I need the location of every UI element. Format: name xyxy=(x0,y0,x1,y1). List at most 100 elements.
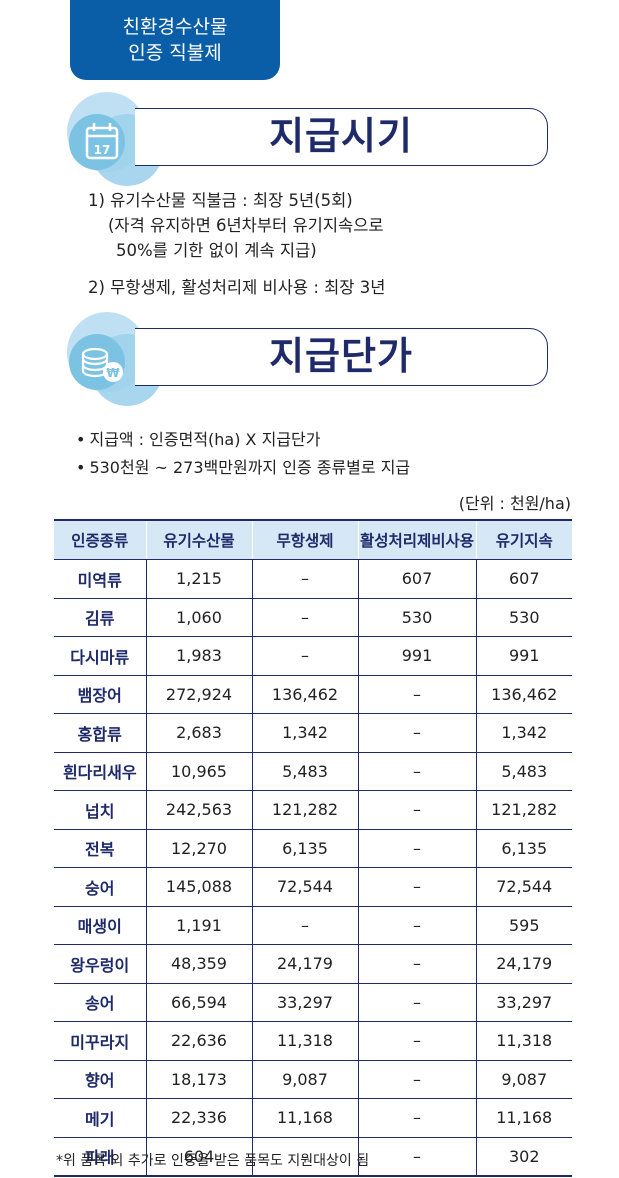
list-item-note: (자격 유지하면 6년차부터 유기지속으로 xyxy=(108,216,384,235)
header-cell-organic-continuation: 유기지속 xyxy=(475,519,572,560)
value-cell: 272,924 xyxy=(145,675,252,714)
bullet-item: 530천원 ~ 273백만원까지 인증 종류별로 지급 xyxy=(76,454,410,478)
value-cell: 2,683 xyxy=(145,713,252,753)
value-cell: – xyxy=(357,1098,476,1138)
value-cell: – xyxy=(357,829,476,868)
value-cell: 22,636 xyxy=(145,1021,252,1061)
value-cell: 72,544 xyxy=(475,867,572,907)
row-label-cell: 김류 xyxy=(54,598,146,637)
table-row: 메기 22,336 11,168–11,168 xyxy=(54,1098,572,1138)
value-cell: 991 xyxy=(475,636,572,676)
value-cell: – xyxy=(357,906,476,945)
value-cell: – xyxy=(357,944,476,984)
table-row: 숭어 145,088 72,544–72,544 xyxy=(54,867,572,907)
value-cell: 11,168 xyxy=(251,1098,358,1138)
bullet-item: 지급액 : 인증면적(ha) X 지급단가 xyxy=(76,426,320,450)
value-cell: – xyxy=(357,1137,476,1177)
unit-label: (단위 : 천원/ha) xyxy=(458,494,571,513)
table-row: 향어 18,173 9,087–9,087 xyxy=(54,1060,572,1099)
list-item: 1) 유기수산물 직불금 : 최장 5년(5회) xyxy=(88,191,353,210)
table-row: 전복 12,270 6,135–6,135 xyxy=(54,829,572,868)
value-cell: 607 xyxy=(475,559,572,599)
value-cell: 6,135 xyxy=(251,829,358,868)
row-label-cell: 왕우렁이 xyxy=(54,944,146,984)
value-cell: 18,173 xyxy=(145,1060,252,1099)
value-cell: 11,318 xyxy=(475,1021,572,1061)
row-label-cell: 파래 xyxy=(54,1137,146,1177)
value-cell: 1,342 xyxy=(475,713,572,753)
value-cell: 1,983 xyxy=(145,636,252,676)
value-cell: – xyxy=(357,867,476,907)
value-cell: 48,359 xyxy=(145,944,252,984)
value-cell: – xyxy=(357,675,476,714)
row-label-cell: 전복 xyxy=(54,829,146,868)
list-item: 2) 무항생제, 활성처리제 비사용 : 최장 3년 xyxy=(88,278,386,297)
calendar-day-number: 17 xyxy=(94,143,111,157)
value-cell: 72,544 xyxy=(251,867,358,907)
value-cell: 136,462 xyxy=(475,675,572,714)
won-symbol: ₩ xyxy=(106,366,120,380)
footnote: *위 품목 외 추가로 인증을 받은 품목도 지원대상이 됨 xyxy=(56,1153,370,1169)
value-cell: 302 xyxy=(475,1137,572,1177)
table-header-row: 인증종류 유기수산물 무항생제 활성처리제비사용 유기지속 xyxy=(54,519,572,560)
category-tag-line2: 인증 직불제 xyxy=(128,42,222,64)
value-cell: 22,336 xyxy=(145,1098,252,1138)
category-tag-line1: 친환경수산물 xyxy=(122,16,228,38)
value-cell: – xyxy=(251,598,358,637)
table-row: 송어 66,594 33,297–33,297 xyxy=(54,983,572,1022)
value-cell: 66,594 xyxy=(145,983,252,1022)
section-header-payment-period: 17 지급시기 xyxy=(65,90,550,200)
row-label-cell: 넙치 xyxy=(54,790,146,830)
header-cell-type: 인증종류 xyxy=(54,519,146,560)
value-cell: 6,135 xyxy=(475,829,572,868)
value-cell: – xyxy=(357,713,476,753)
payment-rate-table: 인증종류 유기수산물 무항생제 활성처리제비사용 유기지속 미역류 1,215–6… xyxy=(54,519,572,1177)
value-cell: 121,282 xyxy=(251,790,358,830)
value-cell: 242,563 xyxy=(145,790,252,830)
value-cell: – xyxy=(251,906,358,945)
value-cell: 12,270 xyxy=(145,829,252,868)
row-label-cell: 미역류 xyxy=(54,559,146,599)
section-title: 지급단가 xyxy=(269,334,413,378)
value-cell: 24,179 xyxy=(475,944,572,984)
row-label-cell: 미꾸라지 xyxy=(54,1021,146,1061)
table-row: 넙치 242,563 121,282–121,282 xyxy=(54,790,572,830)
category-tag: 친환경수산물 인증 직불제 xyxy=(70,0,280,80)
value-cell: 24,179 xyxy=(251,944,358,984)
value-cell: 33,297 xyxy=(475,983,572,1022)
header-cell-no-activator: 활성처리제비사용 xyxy=(357,519,476,560)
table-row: 미역류 1,215–607 607 xyxy=(54,559,572,599)
table-row: 파래 604– –302 xyxy=(54,1137,572,1177)
row-label-cell: 홍합류 xyxy=(54,713,146,753)
table-row: 뱀장어 272,924 136,462–136,462 xyxy=(54,675,572,714)
row-label-cell: 향어 xyxy=(54,1060,146,1099)
table-row: 미꾸라지 22,636 11,318–11,318 xyxy=(54,1021,572,1061)
value-cell: 607 xyxy=(357,559,476,599)
value-cell: 5,483 xyxy=(475,752,572,791)
table-row: 김류 1,060–530 530 xyxy=(54,598,572,637)
value-cell: 10,965 xyxy=(145,752,252,791)
table-row: 다시마류 1,983–991 991 xyxy=(54,636,572,676)
value-cell: – xyxy=(357,752,476,791)
value-cell: 121,282 xyxy=(475,790,572,830)
list-item-note: 50%를 기한 없이 계속 지급) xyxy=(116,241,317,260)
header-cell-antibiotic-free: 무항생제 xyxy=(251,519,358,560)
value-cell: – xyxy=(251,636,358,676)
value-cell: – xyxy=(357,1021,476,1061)
title-frame xyxy=(135,328,548,386)
value-cell: 1,215 xyxy=(145,559,252,599)
value-cell: 11,318 xyxy=(251,1021,358,1061)
row-label-cell: 다시마류 xyxy=(54,636,146,676)
row-label-cell: 뱀장어 xyxy=(54,675,146,714)
value-cell: 11,168 xyxy=(475,1098,572,1138)
table-row: 홍합류 2,683 1,342–1,342 xyxy=(54,713,572,753)
value-cell: 136,462 xyxy=(251,675,358,714)
value-cell: – xyxy=(251,559,358,599)
table-row: 매생이 1,191– –595 xyxy=(54,906,572,945)
value-cell: 5,483 xyxy=(251,752,358,791)
value-cell: – xyxy=(251,1137,358,1177)
value-cell: 595 xyxy=(475,906,572,945)
value-cell: – xyxy=(357,790,476,830)
row-label-cell: 메기 xyxy=(54,1098,146,1138)
header-cell-organic: 유기수산물 xyxy=(145,519,252,560)
